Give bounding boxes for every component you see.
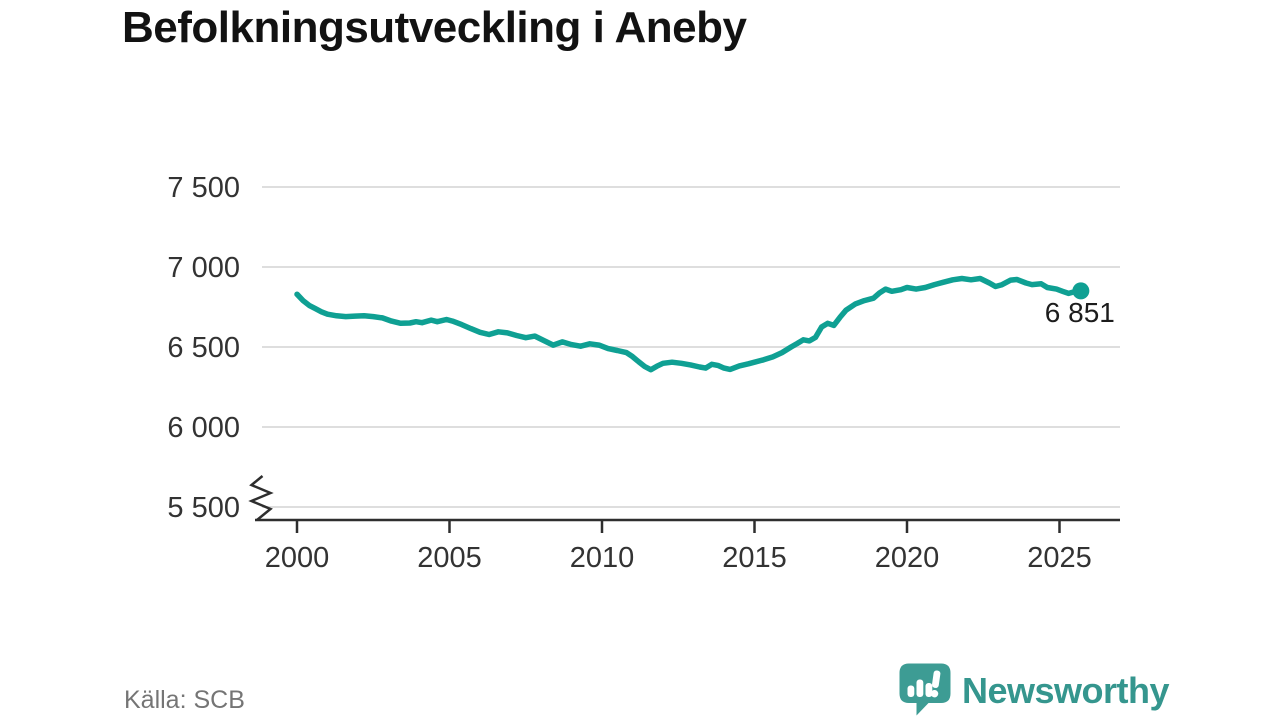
y-tick-label-6000: 6 000 [167, 412, 240, 444]
x-tick-label-2000: 2000 [265, 542, 330, 574]
population-series-line [294, 275, 1084, 373]
x-tick-label-2020: 2020 [875, 542, 940, 574]
x-tick-label-2015: 2015 [722, 542, 787, 574]
latest-value-label: 6 851 [1045, 297, 1115, 328]
y-axis-break-zigzag [248, 475, 274, 521]
y-tick-label-7000: 7 000 [167, 252, 240, 284]
latest-value-dot [1072, 282, 1090, 300]
source-label: Källa: SCB [124, 686, 245, 714]
x-tick-label-2025: 2025 [1027, 542, 1092, 574]
x-tick-label-2005: 2005 [417, 542, 482, 574]
y-tick-label-7500: 7 500 [167, 172, 240, 204]
x-tick-label-2010: 2010 [570, 542, 635, 574]
y-tick-label-6500: 6 500 [167, 332, 240, 364]
chart-title: Befolkningsutveckling i Aneby [122, 3, 747, 52]
newsworthy-wordmark: Newsworthy [962, 670, 1170, 711]
newsworthy-speech-bubble-chart-icon [899, 663, 951, 716]
newsworthy-logo: Newsworthy [897, 662, 1170, 720]
y-tick-label-5500: 5 500 [167, 492, 240, 524]
